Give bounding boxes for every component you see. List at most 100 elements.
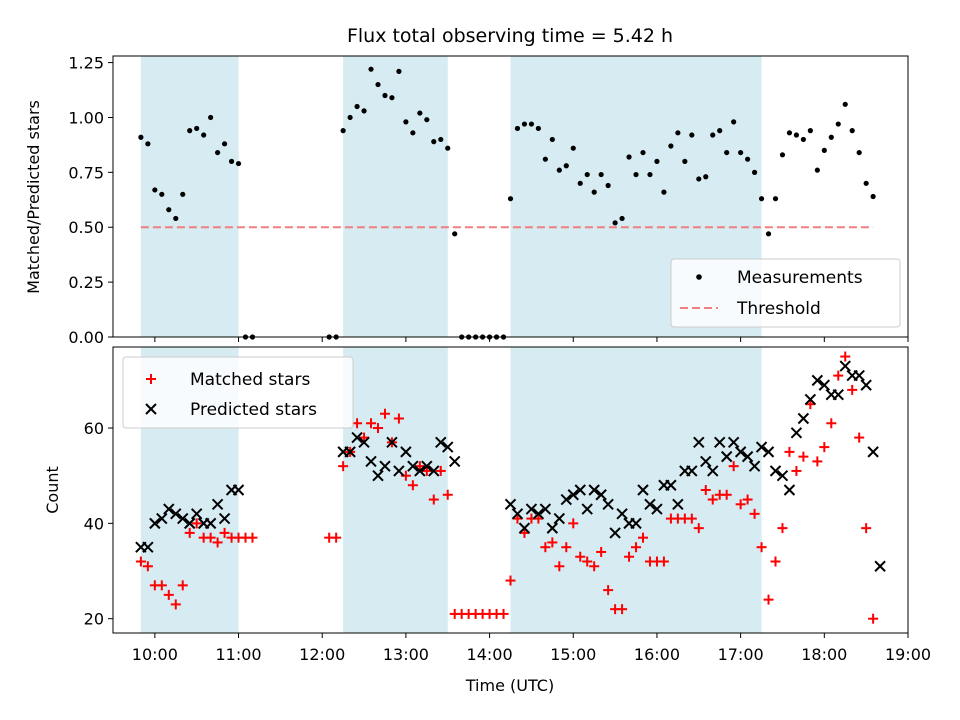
measurement-point [194, 125, 200, 132]
matched-point [707, 494, 718, 505]
measurement-point [689, 132, 695, 138]
matched-point [352, 418, 363, 429]
predicted-point [720, 450, 733, 463]
measurement-point [361, 108, 367, 114]
measurement-point [563, 163, 569, 169]
bottom-legend: Matched stars Predicted stars [122, 356, 354, 429]
matched-point [721, 489, 732, 500]
shaded-interval [343, 347, 448, 633]
measurement-point [424, 117, 430, 123]
predicted-point [553, 512, 566, 525]
matched-point [379, 408, 390, 419]
predicted-point [560, 493, 572, 506]
measurement-point [696, 176, 702, 182]
predicted-point [567, 489, 579, 501]
matched-point [686, 513, 697, 524]
measurement-point [173, 215, 179, 222]
measurement-point [661, 189, 667, 195]
matched-point [805, 399, 816, 410]
measurement-point [828, 134, 834, 140]
predicted-point [511, 508, 524, 520]
measurement-point [849, 128, 855, 134]
matched-point [142, 561, 153, 572]
predicted-point [504, 498, 517, 511]
predicted-point [790, 427, 803, 439]
matched-point [791, 465, 802, 476]
predicted-point [839, 360, 851, 372]
y-tick-label: 1.25 [68, 54, 104, 73]
predicted-point [602, 498, 614, 511]
measurement-point [633, 171, 639, 178]
matched-point [561, 542, 572, 553]
measurement-point [619, 215, 625, 222]
matched-point [617, 604, 628, 615]
top-y-axis-label: Matched/Predicted stars [24, 100, 43, 294]
shaded-interval [140, 56, 239, 337]
measurement-point [208, 114, 214, 121]
measurement-point [856, 149, 862, 156]
measurement-point [180, 191, 186, 197]
predicted-point [748, 460, 761, 472]
matched-point [728, 461, 739, 472]
matched-point [756, 542, 767, 553]
matched-point [596, 546, 607, 557]
top-legend-box [670, 258, 901, 328]
predicted-point [707, 465, 719, 477]
matched-point [163, 589, 174, 600]
measurement-point [382, 92, 388, 99]
predicted-point [414, 465, 426, 477]
predicted-point [769, 465, 782, 477]
predicted-point [581, 503, 593, 515]
matched-point [212, 537, 223, 548]
shaded-interval [343, 56, 448, 337]
measurement-point [166, 207, 172, 213]
x-tick-label: 12:00 [299, 645, 345, 664]
measurement-point [842, 101, 848, 107]
matched-point [582, 556, 593, 567]
measurement-point [528, 121, 535, 127]
matched-point [819, 442, 830, 453]
measurement-point [417, 110, 423, 116]
x-tick-label: 11:00 [215, 645, 261, 664]
y-tick-label: 0.50 [68, 218, 104, 237]
predicted-point [832, 388, 844, 401]
predicted-point [818, 379, 831, 391]
top-x-ticks [154, 337, 909, 342]
predicted-point [616, 508, 628, 520]
measurement-point [605, 182, 611, 189]
predicted-point [665, 479, 677, 491]
legend-matched-marker [146, 374, 156, 384]
matched-point [407, 480, 418, 491]
predicted-point [727, 436, 740, 449]
measurement-point [647, 171, 653, 178]
measurement-point [800, 136, 806, 143]
predicted-point [525, 503, 538, 515]
top-plot-frame [112, 55, 909, 338]
y-tick-label: 1.00 [68, 108, 104, 127]
measurement-point [751, 169, 758, 175]
matched-point [603, 585, 614, 596]
matched-point [742, 494, 753, 505]
y-tick-label: 40 [84, 514, 104, 533]
matched-point [812, 456, 823, 467]
measurement-point [772, 196, 779, 202]
matched-point [219, 527, 230, 538]
predicted-point [867, 446, 879, 458]
matched-point [170, 599, 181, 610]
matched-point [763, 594, 774, 605]
x-tick-label: 10:00 [132, 645, 178, 664]
predicted-point [532, 508, 545, 520]
bottom-panel: 20 40 60 10:00 11:00 12:00 13:00 14:00 15:00 16:… [43, 346, 931, 695]
bottom-matched-points [135, 351, 879, 624]
predicted-point [372, 469, 384, 482]
matched-point [366, 418, 377, 429]
matched-point [177, 580, 188, 591]
predicted-point [435, 436, 447, 449]
matched-point [393, 413, 404, 424]
matched-point [505, 575, 516, 586]
matched-point [442, 489, 453, 500]
predicted-point [651, 503, 663, 515]
predicted-point [874, 560, 886, 572]
measurement-point [682, 158, 688, 164]
